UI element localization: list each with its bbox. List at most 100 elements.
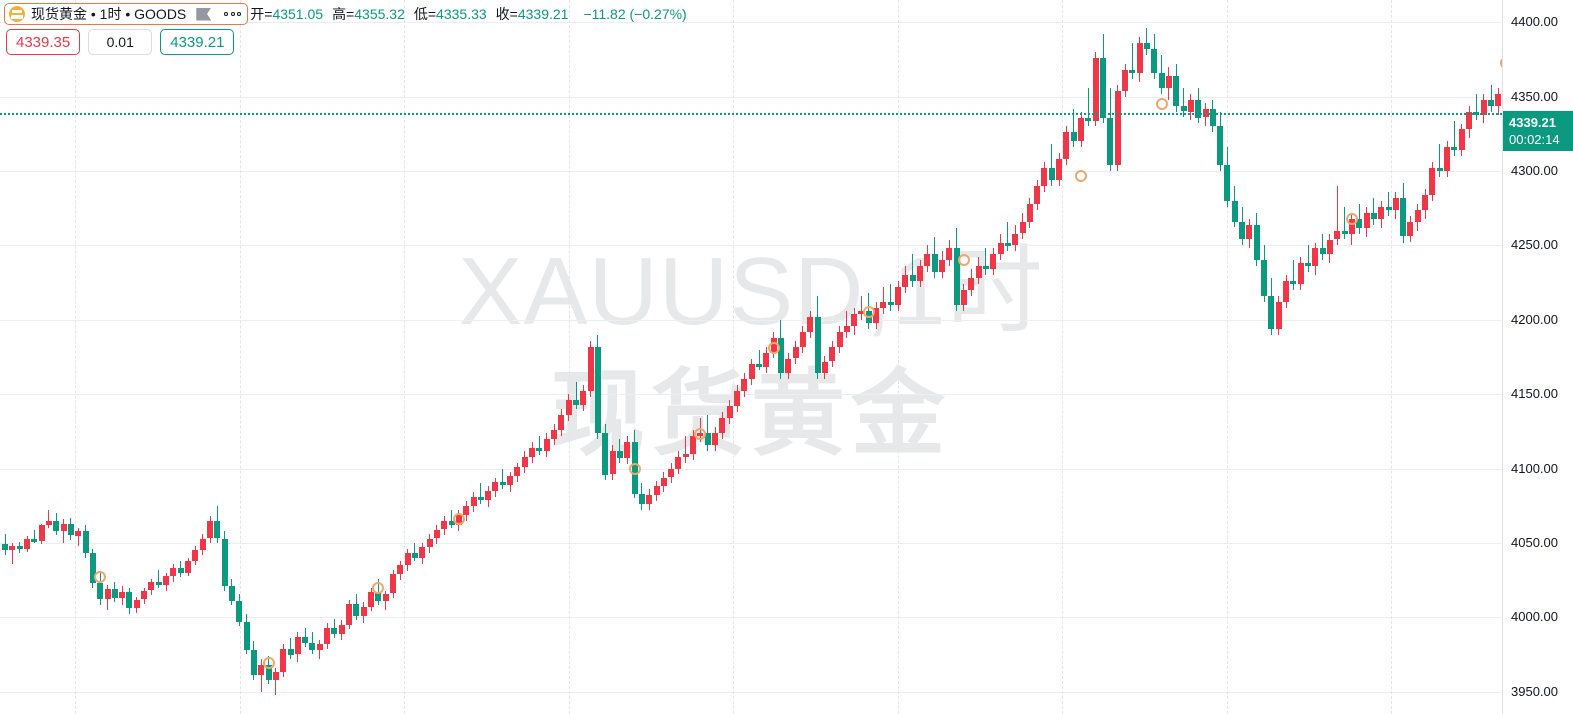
candle-body bbox=[221, 538, 228, 587]
legend-symbol-row: 现货黄金 • 1时 • GOODS 开=4351.05 高=4355.32 低=43… bbox=[4, 3, 687, 25]
candle-wick bbox=[685, 435, 687, 463]
candle-body bbox=[668, 468, 675, 478]
bid-price-button[interactable]: 4339.35 bbox=[6, 29, 81, 55]
candle-body bbox=[31, 538, 38, 542]
symbol-chip[interactable]: 现货黄金 • 1时 • GOODS bbox=[4, 3, 249, 25]
candle-body bbox=[1422, 194, 1429, 210]
candle-body bbox=[536, 447, 543, 451]
candle-body bbox=[939, 260, 945, 273]
trade-marker-circle[interactable] bbox=[767, 342, 780, 355]
candle-wick bbox=[912, 254, 914, 288]
horizontal-gridline bbox=[0, 542, 1502, 544]
candle-body bbox=[982, 266, 989, 270]
candle-body bbox=[433, 529, 440, 539]
more-dots-icon[interactable] bbox=[224, 12, 242, 16]
trade-marker-circle[interactable] bbox=[1075, 169, 1087, 182]
candle-body bbox=[89, 553, 96, 584]
candle-body bbox=[975, 266, 982, 279]
candle-body bbox=[719, 418, 726, 433]
candle-body bbox=[960, 290, 967, 305]
candle-body bbox=[829, 346, 836, 362]
vertical-gridline bbox=[897, 0, 899, 714]
candle-wick bbox=[707, 415, 709, 451]
candle-body bbox=[1239, 221, 1246, 240]
candle-body bbox=[170, 568, 177, 576]
price-axis-tick: 4150.00 bbox=[1511, 386, 1558, 402]
candle-body bbox=[272, 672, 279, 680]
candle-body bbox=[514, 467, 521, 476]
candle-body bbox=[990, 254, 997, 270]
candle-body bbox=[821, 361, 828, 374]
trade-marker-circle[interactable] bbox=[694, 428, 707, 441]
horizontal-gridline bbox=[0, 245, 1502, 247]
trade-marker-circle[interactable] bbox=[1155, 98, 1168, 111]
candle-body bbox=[485, 490, 492, 500]
candle-body bbox=[587, 346, 594, 392]
candle-body bbox=[543, 438, 550, 451]
chart-plot-area[interactable]: XAUUSD,1时 现货黄金 bbox=[0, 0, 1502, 714]
candle-body bbox=[624, 441, 631, 459]
trade-marker-circle[interactable] bbox=[862, 306, 875, 319]
candle-body bbox=[1480, 99, 1487, 115]
ohlc-label: 收= bbox=[495, 6, 518, 22]
ask-price-button[interactable]: 4339.21 bbox=[160, 29, 235, 55]
candle-body bbox=[660, 477, 667, 487]
candle-body bbox=[1444, 147, 1450, 172]
candle-body bbox=[1129, 69, 1136, 73]
trade-marker-circle[interactable] bbox=[94, 571, 107, 584]
candle-body bbox=[785, 358, 792, 374]
vertical-gridline bbox=[1226, 0, 1228, 714]
candle-body bbox=[1114, 90, 1121, 166]
candle-body bbox=[207, 520, 213, 539]
ohlc-value: 4351.05 bbox=[272, 6, 324, 22]
candle-body bbox=[1224, 165, 1231, 201]
candle-body bbox=[185, 560, 191, 573]
candle-body bbox=[265, 664, 272, 680]
candle-body bbox=[1326, 239, 1333, 255]
candle-body bbox=[1195, 99, 1202, 118]
candle-body bbox=[419, 547, 426, 558]
trade-marker-circle[interactable] bbox=[628, 462, 641, 475]
spread-value[interactable]: 0.01 bbox=[88, 29, 153, 55]
vertical-gridline bbox=[75, 0, 76, 714]
candle-body bbox=[1070, 132, 1077, 142]
price-axis-tick: 4200.00 bbox=[1511, 311, 1558, 327]
candle-body bbox=[638, 493, 645, 505]
horizontal-gridline bbox=[0, 617, 1502, 619]
trade-marker-circle[interactable] bbox=[262, 657, 275, 670]
candle-wick bbox=[260, 659, 262, 692]
candle-body bbox=[1414, 209, 1421, 222]
candle-body bbox=[155, 581, 162, 585]
candle-body bbox=[756, 364, 762, 368]
candle-body bbox=[448, 520, 455, 526]
ohlc-label: 开= bbox=[250, 6, 273, 22]
current-price-badge[interactable]: 4339.21 00:02:14 bbox=[1503, 110, 1573, 151]
candle-body bbox=[470, 496, 477, 506]
candle-wick bbox=[1073, 108, 1075, 148]
candle-body bbox=[895, 287, 901, 305]
price-axis[interactable]: 4400.00 4350.00 4300.00 4250.00 4200.00 4150.… bbox=[1502, 0, 1573, 714]
trade-marker-circle[interactable] bbox=[452, 513, 465, 526]
candle-body bbox=[1209, 108, 1216, 127]
candle-body bbox=[163, 575, 169, 585]
candle-body bbox=[594, 346, 601, 433]
candle-body bbox=[316, 644, 323, 651]
trade-marker-circle[interactable] bbox=[957, 254, 970, 267]
candle-body bbox=[177, 568, 184, 573]
ohlc-pair: 收=4339.21 bbox=[496, 4, 569, 24]
candle-wick bbox=[1292, 260, 1294, 291]
candle-wick bbox=[158, 569, 160, 588]
candle-wick bbox=[1336, 185, 1338, 246]
candle-body bbox=[1466, 111, 1472, 130]
candle-body bbox=[777, 337, 784, 374]
candle-body bbox=[75, 531, 82, 536]
trade-marker-circle[interactable] bbox=[372, 581, 385, 594]
trade-marker-circle[interactable] bbox=[1345, 212, 1358, 225]
candle-wick bbox=[1344, 206, 1346, 240]
candle-body bbox=[968, 278, 975, 291]
candle-body bbox=[287, 648, 294, 655]
candle-wick bbox=[1475, 93, 1477, 121]
candle-body bbox=[1319, 248, 1326, 255]
candle-body bbox=[1158, 72, 1165, 88]
candle-body bbox=[1261, 260, 1267, 296]
